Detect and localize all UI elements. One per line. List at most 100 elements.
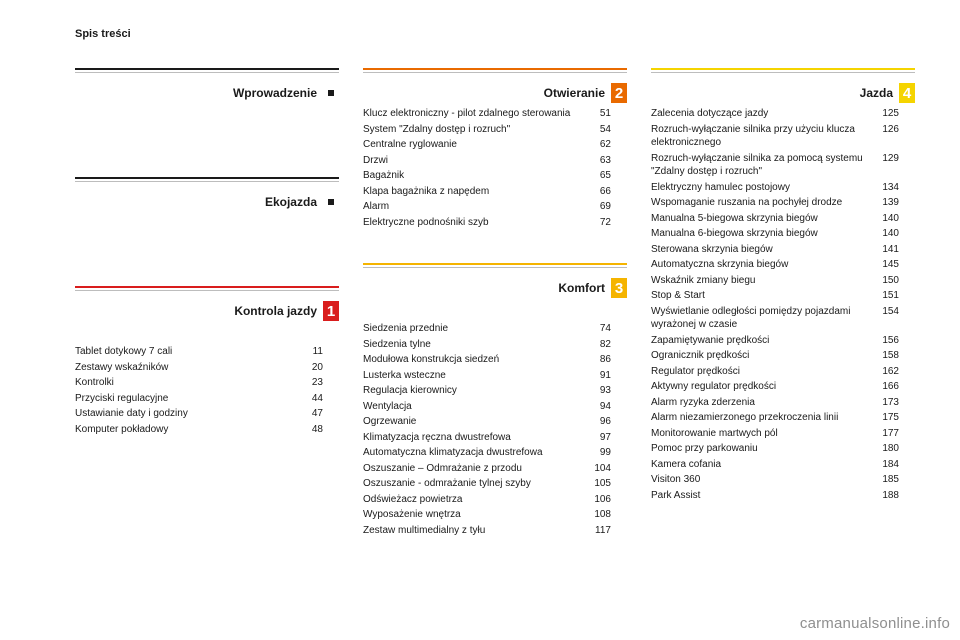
section-title: Jazda <box>651 86 899 100</box>
chapter-number-icon: 2 <box>611 83 627 103</box>
toc-entry-label: Aktywny regulator prędkości <box>651 380 875 394</box>
toc-entry-label: Regulator prędkości <box>651 365 875 379</box>
toc-entry-page: 104 <box>587 462 611 476</box>
toc-entry-label: Ogranicznik prędkości <box>651 349 875 363</box>
toc-entry: Tablet dotykowy 7 cali11 <box>75 345 323 359</box>
toc-entry-page: 74 <box>587 322 611 336</box>
toc-entry-label: System "Zdalny dostęp i rozruch" <box>363 123 587 137</box>
toc-entry: Zestaw multimedialny z tyłu117 <box>363 524 611 538</box>
toc-entry-label: Siedzenia przednie <box>363 322 587 336</box>
toc-entry: Komputer pokładowy48 <box>75 423 323 437</box>
section-bullet-icon <box>323 192 339 212</box>
toc-entry-label: Manualna 5-biegowa skrzynia biegów <box>651 212 875 226</box>
rule <box>363 68 627 70</box>
toc-entry: Wspomaganie ruszania na pochyłej drodze1… <box>651 196 899 210</box>
toc-entry: Kamera cofania184 <box>651 458 899 472</box>
toc-entry-page: 140 <box>875 227 899 241</box>
toc-columns: Wprowadzenie Ekojazda Kontrola jazdy 1 T… <box>75 68 915 537</box>
section-bullet-icon <box>323 83 339 103</box>
toc-entry: Kontrolki23 <box>75 376 323 390</box>
toc-entry-page: 151 <box>875 289 899 303</box>
toc-entry: Alarm niezamierzonego przekroczenia lini… <box>651 411 899 425</box>
toc-entry-page: 86 <box>587 353 611 367</box>
toc-entry: Visiton 360185 <box>651 473 899 487</box>
toc-entry-page: 11 <box>299 345 323 359</box>
toc-entry-label: Ustawianie daty i godziny <box>75 407 299 421</box>
toc-entry-label: Klapa bagażnika z napędem <box>363 185 587 199</box>
toc-entry: Regulator prędkości162 <box>651 365 899 379</box>
toc-entry-label: Wentylacja <box>363 400 587 414</box>
toc-entry-page: 184 <box>875 458 899 472</box>
toc-entry-label: Rozruch-wyłączanie silnika za pomocą sys… <box>651 152 875 179</box>
toc-entry-label: Zestaw multimedialny z tyłu <box>363 524 587 538</box>
toc-entry: Stop & Start151 <box>651 289 899 303</box>
toc-entry: Elektryczny hamulec postojowy134 <box>651 181 899 195</box>
subrule <box>651 72 915 73</box>
toc-entry: Siedzenia przednie74 <box>363 322 611 336</box>
toc-entry-label: Lusterka wsteczne <box>363 369 587 383</box>
toc-entry-page: 126 <box>875 123 899 137</box>
toc-entry-page: 154 <box>875 305 899 319</box>
toc-entry: Automatyczna klimatyzacja dwustrefowa99 <box>363 446 611 460</box>
toc-entry-page: 188 <box>875 489 899 503</box>
toc-entry-page: 99 <box>587 446 611 460</box>
subrule <box>363 72 627 73</box>
toc-entry-page: 94 <box>587 400 611 414</box>
section-title: Otwieranie <box>363 86 611 100</box>
toc-entry-label: Zalecenia dotyczące jazdy <box>651 107 875 121</box>
rule <box>363 263 627 265</box>
toc-entry: System "Zdalny dostęp i rozruch"54 <box>363 123 611 137</box>
toc-entry: Alarm69 <box>363 200 611 214</box>
toc-entry-page: 91 <box>587 369 611 383</box>
toc-entry: Zapamiętywanie prędkości156 <box>651 334 899 348</box>
toc-entry-label: Park Assist <box>651 489 875 503</box>
toc-entry: Siedzenia tylne82 <box>363 338 611 352</box>
chapter-number-icon: 4 <box>899 83 915 103</box>
toc-entry-page: 65 <box>587 169 611 183</box>
toc-entry-label: Wyposażenie wnętrza <box>363 508 587 522</box>
toc-entry-page: 93 <box>587 384 611 398</box>
toc-entry-page: 62 <box>587 138 611 152</box>
toc-entry-label: Centralne ryglowanie <box>363 138 587 152</box>
toc-entry-page: 66 <box>587 185 611 199</box>
section-title: Wprowadzenie <box>75 86 323 100</box>
toc-entry-page: 54 <box>587 123 611 137</box>
toc-entry-page: 69 <box>587 200 611 214</box>
toc-entry: Sterowana skrzynia biegów141 <box>651 243 899 257</box>
rule <box>75 286 339 288</box>
toc-entry: Przyciski regulacyjne44 <box>75 392 323 406</box>
toc-entry: Wyświetlanie odległości pomiędzy pojazda… <box>651 305 899 332</box>
rule <box>651 68 915 70</box>
toc-entry: Ogranicznik prędkości158 <box>651 349 899 363</box>
toc-entry-page: 129 <box>875 152 899 166</box>
toc-page: Spis treści Wprowadzenie Ekojazda Kontro… <box>75 28 915 537</box>
toc-entry-page: 96 <box>587 415 611 429</box>
toc-entry-label: Oszuszanie – Odmrażanie z przodu <box>363 462 587 476</box>
toc-entry-page: 180 <box>875 442 899 456</box>
toc-entry-label: Stop & Start <box>651 289 875 303</box>
toc-entry-page: 134 <box>875 181 899 195</box>
toc-entry-page: 185 <box>875 473 899 487</box>
section-head-komfort: Komfort 3 <box>363 278 627 298</box>
toc-entry: Monitorowanie martwych pól177 <box>651 427 899 441</box>
toc-entry: Bagażnik65 <box>363 169 611 183</box>
toc-entry-page: 125 <box>875 107 899 121</box>
toc-entry-page: 175 <box>875 411 899 425</box>
toc-entry-page: 108 <box>587 508 611 522</box>
toc-entry-page: 63 <box>587 154 611 168</box>
toc-entry-page: 173 <box>875 396 899 410</box>
section-items-kontrola: Tablet dotykowy 7 cali11Zestawy wskaźnik… <box>75 345 339 436</box>
toc-entry: Pomoc przy parkowaniu180 <box>651 442 899 456</box>
toc-entry-page: 105 <box>587 477 611 491</box>
toc-entry-page: 117 <box>587 524 611 538</box>
toc-entry: Wentylacja94 <box>363 400 611 414</box>
toc-entry-label: Ogrzewanie <box>363 415 587 429</box>
toc-entry-label: Automatyczna klimatyzacja dwustrefowa <box>363 446 587 460</box>
toc-entry-label: Regulacja kierownicy <box>363 384 587 398</box>
col-right: Jazda 4 Zalecenia dotyczące jazdy125 Rozr… <box>651 68 915 537</box>
toc-entry: Zalecenia dotyczące jazdy125 <box>651 107 899 121</box>
chapter-number-icon: 1 <box>323 301 339 321</box>
toc-entry: Lusterka wsteczne91 <box>363 369 611 383</box>
toc-entry-label: Visiton 360 <box>651 473 875 487</box>
col-left: Wprowadzenie Ekojazda Kontrola jazdy 1 T… <box>75 68 339 537</box>
